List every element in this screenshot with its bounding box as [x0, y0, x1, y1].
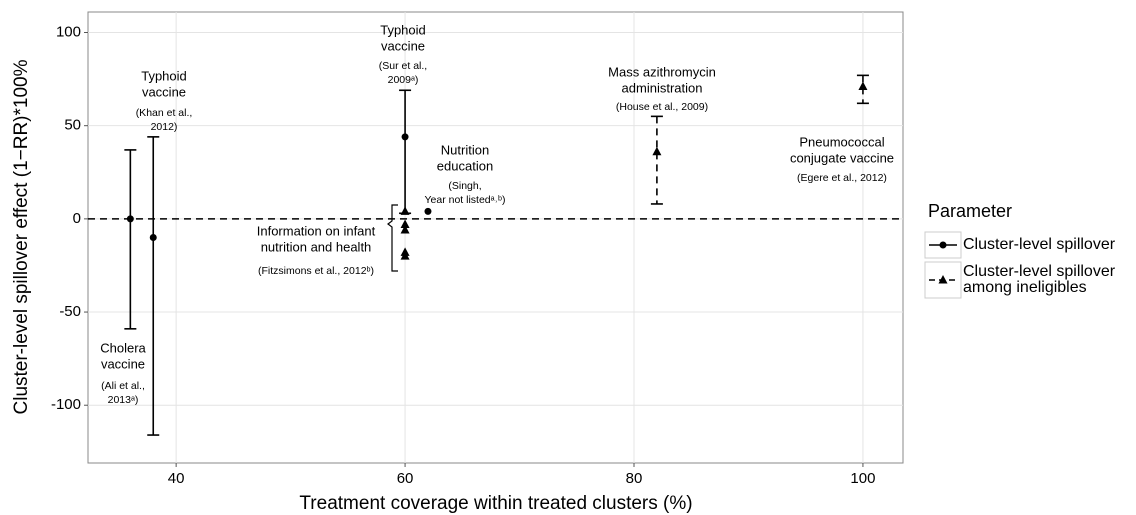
legend-marker: [939, 241, 947, 249]
point: [400, 219, 410, 228]
y-tick-label: -100: [51, 396, 81, 413]
point: [858, 81, 868, 91]
annotation-title: administration: [622, 80, 703, 95]
annotation-title: nutrition and health: [261, 239, 372, 254]
point: [126, 215, 134, 223]
annotation-source: Year not listedᵃ˒ᵇ): [424, 194, 505, 206]
annotation-source: 2012): [151, 121, 178, 133]
annotation-title: Nutrition: [441, 142, 489, 157]
annotation-title: Pneumococcal: [799, 134, 884, 149]
annotation-title: Typhoid: [141, 68, 187, 83]
legend-label: Cluster-level spillover among ineligible…: [963, 263, 1116, 296]
annotation-source: (Fitzsimons et al., 2012ᵇ): [258, 265, 374, 277]
x-axis-label: Treatment coverage within treated cluste…: [299, 493, 692, 514]
legend-marker: [938, 275, 948, 284]
x-tick-label: 100: [850, 470, 875, 487]
annotation-source: 2013ᵃ): [108, 394, 139, 406]
annotation-title: Cholera: [100, 340, 146, 355]
annotation-source: (Sur et al.,: [379, 60, 427, 72]
y-tick-label: 0: [73, 210, 81, 227]
plot-panel: [87, 11, 904, 464]
annotation-title: Information on infant: [257, 223, 376, 238]
y-tick-label: -50: [59, 303, 81, 320]
point: [401, 133, 409, 141]
annotation-source: (Ali et al.,: [101, 380, 145, 392]
error-bar: [650, 115, 663, 205]
annotation-title: Typhoid: [380, 22, 426, 37]
legend-label: Cluster-level spillover: [963, 236, 1116, 253]
annotation-source: (Egere et al., 2012): [797, 172, 887, 184]
annotation-title: vaccine: [101, 356, 145, 371]
y-axis-label: Cluster-level spillover effect (1−RR)*10…: [11, 59, 32, 414]
annotation-title: Mass azithromycin: [608, 64, 716, 79]
y-tick-label: 100: [56, 23, 81, 40]
annotation-source: (Singh,: [448, 180, 481, 192]
x-tick-label: 40: [168, 470, 185, 487]
point: [400, 206, 410, 215]
x-tick-label: 60: [397, 470, 414, 487]
point: [149, 234, 157, 241]
error-bar: [124, 149, 137, 330]
annotation-title: vaccine: [142, 84, 186, 99]
annotation-title: vaccine: [381, 38, 425, 53]
point: [400, 251, 410, 260]
y-tick-label: 50: [64, 117, 81, 134]
annotation-source: (House et al., 2009): [616, 101, 708, 113]
point: [652, 146, 662, 156]
annotation-title: education: [437, 158, 493, 173]
annotation-source: 2009ᵃ): [388, 74, 419, 86]
point: [400, 225, 410, 234]
legend-title: Parameter: [928, 201, 1012, 221]
brace: [387, 204, 398, 272]
annotation-source: (Khan et al.,: [136, 107, 193, 119]
point: [424, 207, 432, 215]
annotation-title: conjugate vaccine: [790, 150, 894, 165]
x-tick-label: 80: [626, 470, 643, 487]
error-bar: [147, 136, 160, 436]
